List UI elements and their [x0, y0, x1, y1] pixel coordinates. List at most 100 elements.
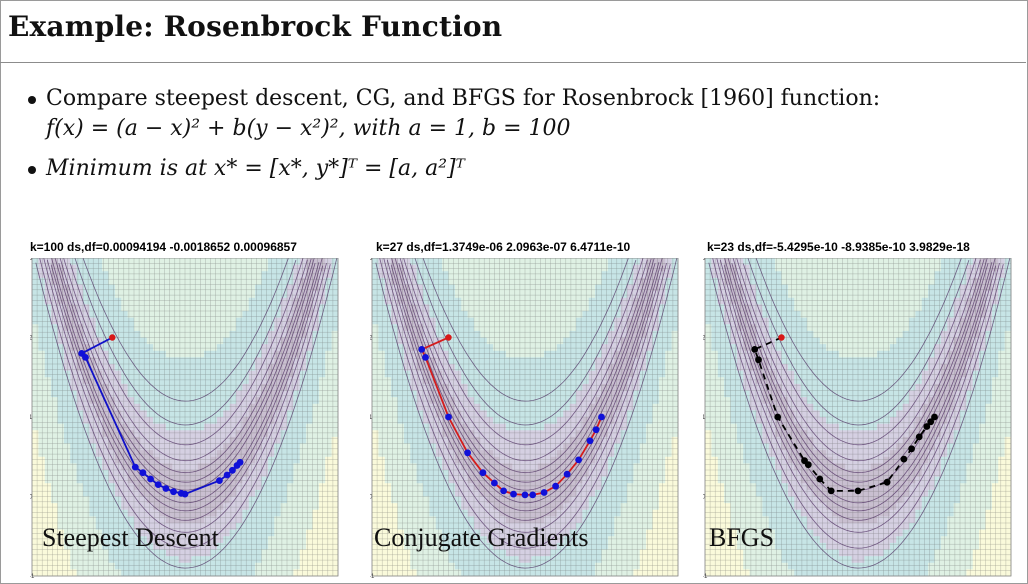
contour-cell	[556, 291, 564, 299]
contour-cell	[499, 330, 507, 338]
contour-cell	[448, 496, 456, 504]
contour-cell	[627, 291, 634, 299]
contour-cell	[556, 330, 564, 338]
contour-cell	[216, 397, 224, 405]
contour-cell	[474, 277, 481, 285]
contour-cell	[448, 397, 456, 405]
iterate-point	[236, 458, 244, 466]
contour-cell	[185, 297, 192, 305]
contour-cell	[185, 436, 192, 444]
contour-cell	[299, 317, 307, 325]
contour-cell	[242, 383, 250, 391]
contour-cell	[525, 258, 532, 266]
contour-cell	[435, 436, 443, 444]
contour-cell	[403, 390, 411, 398]
contour-cell	[423, 503, 430, 511]
contour-cell	[474, 297, 481, 305]
contour-cell	[38, 383, 46, 391]
contour-cell	[248, 556, 256, 564]
contour-cell	[70, 344, 78, 352]
contour-cell	[556, 529, 564, 537]
contour-cell	[607, 337, 615, 345]
contour-cell	[255, 536, 262, 544]
contour-cell	[159, 403, 167, 411]
contour-cell	[127, 463, 135, 471]
contour-cell	[197, 410, 205, 418]
contour-cell	[493, 364, 500, 372]
contour-cell	[32, 304, 39, 312]
contour-cell	[563, 529, 571, 537]
contour-cell	[633, 536, 641, 544]
contour-cell	[442, 556, 449, 564]
contour-cell	[518, 383, 526, 391]
contour-cell	[480, 364, 488, 372]
contour-cell	[652, 397, 660, 405]
contour-cell	[705, 377, 712, 385]
contour-cell	[474, 569, 481, 577]
contour-cell	[658, 258, 666, 266]
contour-cell	[102, 423, 109, 431]
contour-cell	[312, 311, 320, 319]
contour-cell	[416, 284, 424, 292]
contour-cell	[595, 496, 602, 504]
contour-cell	[384, 337, 392, 345]
contour-cell	[518, 569, 526, 577]
contour-cell	[467, 556, 475, 564]
contour-cell	[442, 542, 449, 550]
contour-cell	[216, 271, 224, 279]
contour-cell	[210, 403, 218, 411]
contour-cell	[102, 430, 109, 438]
contour-cell	[267, 317, 275, 325]
contour-cell	[556, 271, 564, 279]
contour-cell	[499, 430, 507, 438]
contour-cell	[601, 436, 609, 444]
contour-cell	[287, 324, 294, 332]
contour-cell	[51, 304, 58, 312]
contour-cell	[705, 304, 712, 312]
contour-cell	[372, 258, 379, 266]
contour-cell	[242, 277, 250, 285]
contour-cell	[44, 456, 52, 464]
contour-cell	[646, 423, 653, 431]
contour-cell	[671, 337, 679, 345]
contour-cell	[601, 357, 609, 365]
contour-cell	[646, 397, 653, 405]
contour-cell	[191, 456, 199, 464]
contour-cell	[442, 523, 449, 531]
contour-cell	[705, 330, 712, 338]
contour-cell	[512, 370, 520, 378]
contour-cell	[486, 390, 494, 398]
contour-cell	[153, 569, 160, 577]
contour-cell	[108, 569, 116, 577]
contour-cell	[261, 344, 269, 352]
contour-cell	[95, 496, 103, 504]
contour-cell	[274, 456, 282, 464]
contour-cell	[32, 569, 39, 577]
contour-cell	[614, 523, 622, 531]
contour-cell	[665, 364, 673, 372]
contour-cell	[544, 264, 551, 272]
contour-cell	[372, 430, 379, 438]
contour-cell	[76, 417, 84, 425]
contour-cell	[665, 489, 673, 497]
contour-cell	[293, 370, 301, 378]
contour-cell	[44, 496, 52, 504]
contour-cell	[671, 284, 679, 292]
contour-cell	[38, 423, 46, 431]
contour-cell	[236, 317, 243, 325]
contour-cell	[185, 529, 192, 537]
contour-cell	[671, 364, 679, 372]
contour-cell	[146, 317, 154, 325]
contour-cell	[191, 483, 199, 491]
contour-cell	[287, 423, 294, 431]
contour-cell	[223, 417, 231, 425]
contour-cell	[44, 430, 52, 438]
contour-cell	[467, 377, 475, 385]
contour-cell	[665, 569, 673, 577]
contour-cell	[210, 304, 218, 312]
contour-cell	[601, 271, 609, 279]
contour-cell	[70, 390, 78, 398]
contour-cell	[429, 330, 437, 338]
contour-cell	[607, 562, 615, 570]
contour-cell	[261, 377, 269, 385]
